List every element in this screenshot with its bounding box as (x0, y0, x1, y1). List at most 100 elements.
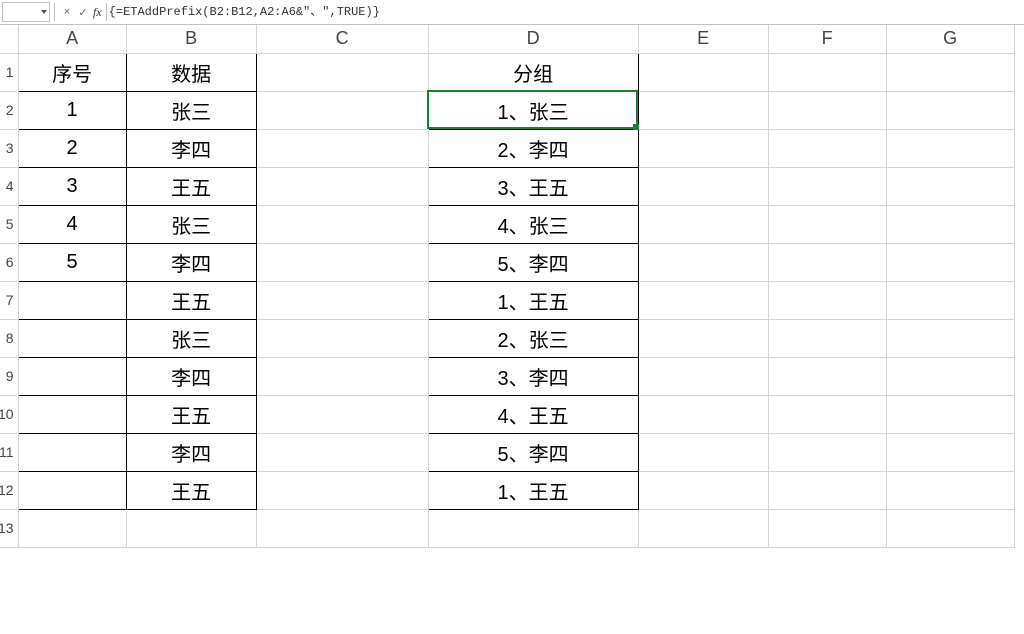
col-header-B[interactable]: B (126, 25, 256, 53)
cell-G3[interactable] (886, 129, 1014, 167)
cell-E10[interactable] (638, 395, 768, 433)
cell-A5[interactable]: 4 (18, 205, 126, 243)
col-header-D[interactable]: D (428, 25, 638, 53)
cell-D8[interactable]: 2、张三 (428, 319, 638, 357)
cell-A6[interactable]: 5 (18, 243, 126, 281)
row-header-6[interactable]: 6 (0, 243, 18, 281)
cell-E2[interactable] (638, 91, 768, 129)
cell-D2[interactable]: 1、张三 (428, 91, 638, 129)
cell-A9[interactable] (18, 357, 126, 395)
col-header-E[interactable]: E (638, 25, 768, 53)
row-header-12[interactable]: 12 (0, 471, 18, 509)
row-header-3[interactable]: 3 (0, 129, 18, 167)
cell-C5[interactable] (256, 205, 428, 243)
row-header-10[interactable]: 10 (0, 395, 18, 433)
cell-B8[interactable]: 张三 (126, 319, 256, 357)
row-header-7[interactable]: 7 (0, 281, 18, 319)
cell-D11[interactable]: 5、李四 (428, 433, 638, 471)
cell-C6[interactable] (256, 243, 428, 281)
cell-D13[interactable] (428, 509, 638, 547)
cell-G9[interactable] (886, 357, 1014, 395)
cell-G6[interactable] (886, 243, 1014, 281)
cell-F13[interactable] (768, 509, 886, 547)
cell-B13[interactable] (126, 509, 256, 547)
cell-C9[interactable] (256, 357, 428, 395)
col-header-C[interactable]: C (256, 25, 428, 53)
cell-E1[interactable] (638, 53, 768, 91)
cell-A3[interactable]: 2 (18, 129, 126, 167)
cell-B3[interactable]: 李四 (126, 129, 256, 167)
col-header-G[interactable]: G (886, 25, 1014, 53)
cell-F10[interactable] (768, 395, 886, 433)
cell-E12[interactable] (638, 471, 768, 509)
cell-B7[interactable]: 王五 (126, 281, 256, 319)
cell-E4[interactable] (638, 167, 768, 205)
cell-F4[interactable] (768, 167, 886, 205)
cell-C2[interactable] (256, 91, 428, 129)
cell-G4[interactable] (886, 167, 1014, 205)
cell-B1[interactable]: 数据 (126, 53, 256, 91)
cell-B12[interactable]: 王五 (126, 471, 256, 509)
cell-F8[interactable] (768, 319, 886, 357)
cell-D5[interactable]: 4、张三 (428, 205, 638, 243)
cell-D4[interactable]: 3、王五 (428, 167, 638, 205)
cell-E13[interactable] (638, 509, 768, 547)
cell-G5[interactable] (886, 205, 1014, 243)
cell-C10[interactable] (256, 395, 428, 433)
cell-F2[interactable] (768, 91, 886, 129)
cell-A4[interactable]: 3 (18, 167, 126, 205)
cell-G10[interactable] (886, 395, 1014, 433)
cell-F1[interactable] (768, 53, 886, 91)
cell-D9[interactable]: 3、李四 (428, 357, 638, 395)
cell-C11[interactable] (256, 433, 428, 471)
cell-B11[interactable]: 李四 (126, 433, 256, 471)
row-header-8[interactable]: 8 (0, 319, 18, 357)
name-box[interactable] (2, 2, 50, 22)
worksheet[interactable]: A B C D E F G 1 序号 数据 分组 (0, 25, 1024, 548)
cell-B4[interactable]: 王五 (126, 167, 256, 205)
cell-B5[interactable]: 张三 (126, 205, 256, 243)
row-header-13[interactable]: 13 (0, 509, 18, 547)
cell-E8[interactable] (638, 319, 768, 357)
row-header-5[interactable]: 5 (0, 205, 18, 243)
col-header-A[interactable]: A (18, 25, 126, 53)
cell-F5[interactable] (768, 205, 886, 243)
cell-G1[interactable] (886, 53, 1014, 91)
row-header-1[interactable]: 1 (0, 53, 18, 91)
cell-D12[interactable]: 1、王五 (428, 471, 638, 509)
row-header-9[interactable]: 9 (0, 357, 18, 395)
cell-D3[interactable]: 2、李四 (428, 129, 638, 167)
cell-C4[interactable] (256, 167, 428, 205)
cancel-formula-icon[interactable]: × (60, 6, 74, 18)
cell-G13[interactable] (886, 509, 1014, 547)
cell-B9[interactable]: 李四 (126, 357, 256, 395)
cell-A1[interactable]: 序号 (18, 53, 126, 91)
cell-A13[interactable] (18, 509, 126, 547)
cell-E6[interactable] (638, 243, 768, 281)
formula-input[interactable]: {=ETAddPrefix(B2:B12,A2:A6&"、",TRUE)} (106, 3, 1024, 21)
cell-D7[interactable]: 1、王五 (428, 281, 638, 319)
cell-C8[interactable] (256, 319, 428, 357)
cell-E11[interactable] (638, 433, 768, 471)
row-header-2[interactable]: 2 (0, 91, 18, 129)
cell-C1[interactable] (256, 53, 428, 91)
row-header-4[interactable]: 4 (0, 167, 18, 205)
cell-D10[interactable]: 4、王五 (428, 395, 638, 433)
cell-G11[interactable] (886, 433, 1014, 471)
cell-D1[interactable]: 分组 (428, 53, 638, 91)
fx-icon[interactable]: fx (93, 5, 102, 20)
cell-B6[interactable]: 李四 (126, 243, 256, 281)
cell-E9[interactable] (638, 357, 768, 395)
row-header-11[interactable]: 11 (0, 433, 18, 471)
confirm-formula-icon[interactable]: ✓ (76, 6, 90, 19)
cell-A2[interactable]: 1 (18, 91, 126, 129)
cell-E3[interactable] (638, 129, 768, 167)
cell-C12[interactable] (256, 471, 428, 509)
cell-B2[interactable]: 张三 (126, 91, 256, 129)
cell-D6[interactable]: 5、李四 (428, 243, 638, 281)
cell-A11[interactable] (18, 433, 126, 471)
cell-E5[interactable] (638, 205, 768, 243)
cell-A7[interactable] (18, 281, 126, 319)
cell-A12[interactable] (18, 471, 126, 509)
cell-A8[interactable] (18, 319, 126, 357)
